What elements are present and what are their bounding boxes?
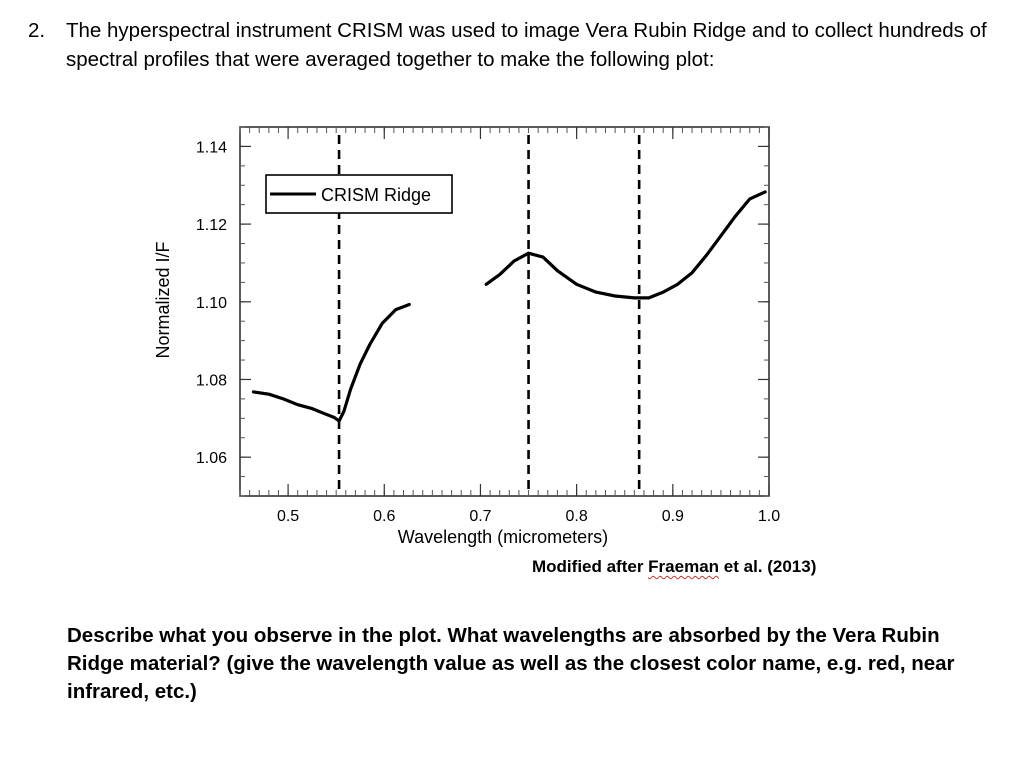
caption-author: Fraeman <box>648 557 720 576</box>
y-tick-label: 1.10 <box>196 295 227 312</box>
caption-prefix: Modified after <box>532 557 649 576</box>
x-tick-label: 0.7 <box>469 508 491 525</box>
x-tick-label: 0.5 <box>277 508 299 525</box>
y-tick-label: 1.06 <box>196 450 227 467</box>
series-line-segment <box>484 190 767 300</box>
major-ticks <box>240 127 770 496</box>
legend-label: CRISM Ridge <box>321 185 431 205</box>
y-tick-label: 1.12 <box>196 217 227 234</box>
caption-suffix: et al. (2013) <box>719 557 817 576</box>
y-tick-label: 1.08 <box>196 372 227 389</box>
x-axis-label: Wavelength (micrometers) <box>398 527 608 547</box>
plot-frame <box>239 126 770 497</box>
series-layer <box>251 190 767 423</box>
y-axis-label: Normalized I/F <box>153 241 173 358</box>
y-tick-label: 1.14 <box>196 139 227 156</box>
figure-caption: Modified after Fraeman et al. (2013) <box>532 557 816 577</box>
x-tick-label: 0.8 <box>566 508 588 525</box>
question-number: 2. <box>28 19 46 42</box>
x-tick-label: 0.6 <box>373 508 395 525</box>
question-text: The hyperspectral instrument CRISM was u… <box>66 19 987 71</box>
legend: CRISM Ridge <box>265 174 453 214</box>
x-tick-label: 1.0 <box>758 508 780 525</box>
series-line-segment <box>251 302 411 423</box>
question-prompt: Describe what you observe in the plot. W… <box>67 624 955 703</box>
x-tick-label: 0.9 <box>662 508 684 525</box>
question-block: 2. The hyperspectral instrument CRISM wa… <box>28 17 988 74</box>
tick-labels: 0.5 0.6 0.7 0.8 0.9 1.0 1.06 1.08 1.10 1.12 1.14 <box>196 139 780 525</box>
